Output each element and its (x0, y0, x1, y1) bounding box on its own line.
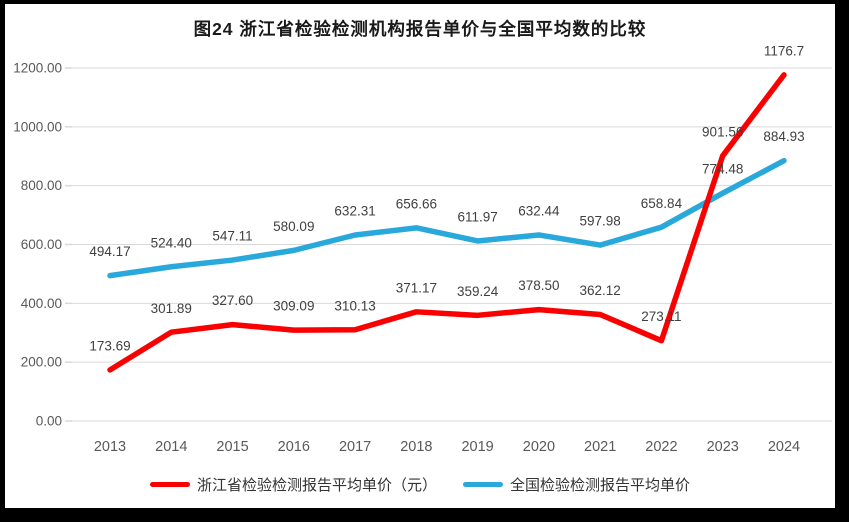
data-label: 378.50 (518, 278, 559, 293)
data-label: 301.89 (151, 301, 192, 316)
data-label: 309.09 (273, 299, 314, 314)
data-label: 273.11 (641, 309, 681, 324)
chart-legend: 浙江省检验检测报告平均单价（元） 全国检验检测报告平均单价 (5, 474, 835, 495)
data-label: 632.44 (518, 204, 560, 219)
chart-title: 图24 浙江省检验检测机构报告单价与全国平均数的比较 (193, 19, 647, 39)
y-axis-tick-label: 1000.00 (13, 119, 62, 134)
data-label: 524.40 (151, 235, 192, 250)
x-axis-tick-label: 2023 (707, 439, 739, 455)
data-label: 658.84 (641, 196, 683, 211)
y-axis-tick-label: 400.00 (21, 296, 62, 311)
series-line-zhejiang (107, 72, 787, 373)
x-axis-tick-label: 2021 (584, 439, 616, 455)
zhejiang-series-swatch-icon (149, 482, 190, 487)
y-axis-tick-label: 1200.00 (13, 61, 62, 76)
data-label: 774.48 (702, 162, 743, 177)
data-label: 611.97 (457, 210, 497, 225)
national-series-swatch-icon (463, 482, 503, 487)
data-label: 1176.7 (764, 43, 804, 58)
series-line-national (107, 157, 787, 279)
x-axis-tick-label: 2013 (94, 439, 126, 455)
y-axis-tick-label: 200.00 (21, 355, 62, 370)
data-label: 884.93 (763, 129, 804, 144)
y-axis-tick-label: 0.00 (36, 414, 62, 429)
data-label: 494.17 (89, 244, 130, 259)
data-label: 580.09 (273, 219, 314, 234)
data-label: 632.31 (334, 204, 375, 219)
x-axis-tick-label: 2018 (400, 439, 432, 455)
data-label: 656.66 (396, 196, 437, 211)
data-label: 371.17 (396, 280, 437, 295)
x-axis-tick-label: 2015 (216, 439, 248, 455)
legend-item-zhejiang: 浙江省检验检测报告平均单价（元） (149, 474, 437, 495)
data-label: 310.13 (334, 298, 375, 313)
y-axis-tick-label: 800.00 (21, 178, 62, 193)
data-label: 327.60 (212, 293, 253, 308)
x-axis-tick-label: 2014 (155, 439, 187, 455)
data-label: 901.56 (702, 124, 743, 139)
data-label: 597.98 (580, 214, 621, 229)
legend-item-national: 全国检验检测报告平均单价 (463, 474, 690, 495)
data-label: 547.11 (212, 229, 252, 244)
x-axis-tick-label: 2016 (278, 439, 310, 455)
chart-panel: 图24 浙江省检验检测机构报告单价与全国平均数的比较 0.00 200.00 400… (5, 4, 835, 508)
x-axis-tick-label: 2024 (768, 439, 800, 455)
x-axis-tick-label: 2017 (339, 439, 371, 455)
legend-label-zhejiang: 浙江省检验检测报告平均单价（元） (196, 477, 437, 494)
y-axis-tick-label: 600.00 (21, 237, 62, 252)
data-label: 173.69 (89, 338, 130, 353)
x-axis-tick-label: 2019 (461, 439, 493, 455)
data-label: 359.24 (457, 284, 499, 299)
legend-label-national: 全国检验检测报告平均单价 (510, 477, 691, 494)
data-label: 362.12 (580, 283, 621, 298)
x-axis-tick-label: 2020 (523, 439, 555, 455)
x-axis-tick-label: 2022 (645, 439, 677, 455)
